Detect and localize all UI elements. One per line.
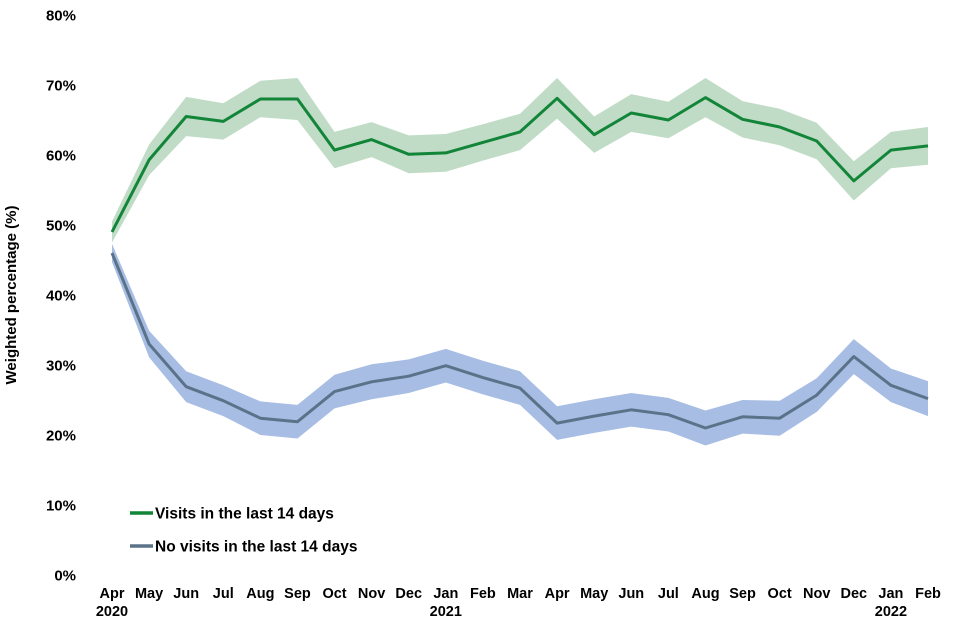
series-line-1: [110, 252, 929, 430]
x-tick-label: Nov: [803, 586, 830, 602]
y-tick-label: 0%: [54, 568, 76, 585]
x-tick-label: Apr: [545, 586, 570, 602]
x-year-label: 2020: [96, 604, 128, 620]
y-tick-label: 60%: [46, 148, 76, 165]
x-tick-label: Jul: [213, 586, 234, 602]
x-tick-label: Dec: [841, 586, 868, 602]
confidence-band-0: [112, 78, 928, 243]
x-tick-label: May: [580, 586, 608, 602]
x-tick-label: Sep: [729, 586, 756, 602]
x-tick-label: Aug: [246, 586, 274, 602]
y-tick-label: 70%: [46, 78, 76, 95]
legend-label: Visits in the last 14 days: [155, 506, 334, 523]
y-tick-label: 80%: [46, 8, 76, 25]
x-tick-label: Aug: [691, 586, 719, 602]
confidence-band-1: [112, 243, 928, 446]
x-tick-label: Oct: [322, 586, 346, 602]
y-tick-label: 10%: [46, 498, 76, 515]
legend-label: No visits in the last 14 days: [155, 539, 357, 556]
x-tick-label: Jun: [618, 586, 644, 602]
x-tick-label: Jan: [878, 586, 903, 602]
x-year-label: 2021: [430, 604, 462, 620]
series-line-0: [110, 96, 929, 233]
x-tick-label: Apr: [100, 586, 125, 602]
x-tick-label: Jul: [658, 586, 679, 602]
x-tick-label: Jan: [433, 586, 458, 602]
y-axis-title: Weighted percentage (%): [3, 206, 20, 385]
x-tick-label: Feb: [915, 586, 941, 602]
y-tick-label: 50%: [46, 218, 76, 235]
x-tick-label: Feb: [470, 586, 496, 602]
y-tick-label: 40%: [46, 288, 76, 305]
x-tick-label: Jun: [173, 586, 199, 602]
y-tick-label: 20%: [46, 428, 76, 445]
x-tick-label: May: [135, 586, 163, 602]
x-tick-label: Dec: [395, 586, 422, 602]
x-year-label: 2022: [875, 604, 907, 620]
x-tick-label: Nov: [358, 586, 385, 602]
y-tick-label: 30%: [46, 358, 76, 375]
x-tick-label: Oct: [768, 586, 792, 602]
x-tick-label: Sep: [284, 586, 311, 602]
x-tick-label: Mar: [507, 586, 533, 602]
